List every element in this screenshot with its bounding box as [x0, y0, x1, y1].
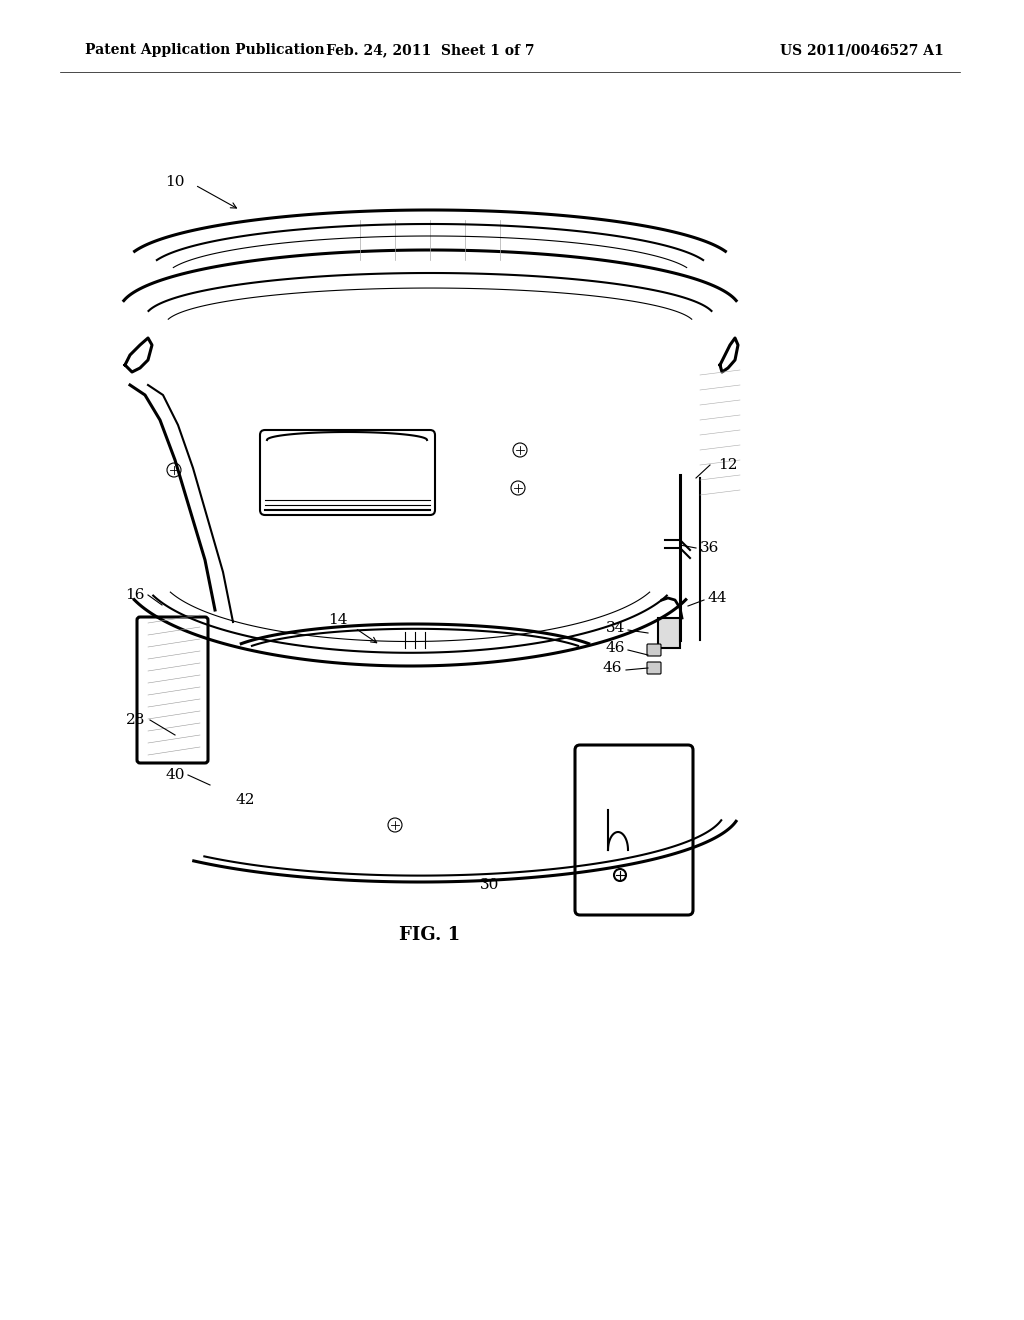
- Text: 46: 46: [605, 642, 625, 655]
- Text: 34: 34: [605, 620, 625, 635]
- Text: 46: 46: [602, 661, 622, 675]
- Text: 42: 42: [236, 793, 255, 807]
- Text: 14: 14: [329, 612, 348, 627]
- Text: FIG. 1: FIG. 1: [399, 927, 461, 944]
- FancyBboxPatch shape: [260, 430, 435, 515]
- FancyBboxPatch shape: [658, 618, 680, 648]
- Text: US 2011/0046527 A1: US 2011/0046527 A1: [780, 44, 944, 57]
- Text: 40: 40: [166, 768, 185, 781]
- Text: Feb. 24, 2011  Sheet 1 of 7: Feb. 24, 2011 Sheet 1 of 7: [326, 44, 535, 57]
- FancyBboxPatch shape: [137, 616, 208, 763]
- Text: 44: 44: [708, 591, 727, 605]
- Text: Patent Application Publication: Patent Application Publication: [85, 44, 325, 57]
- Text: 12: 12: [718, 458, 737, 473]
- Text: 36: 36: [700, 541, 720, 554]
- Text: 16: 16: [126, 587, 145, 602]
- Text: 28: 28: [126, 713, 145, 727]
- Text: 30: 30: [480, 878, 500, 892]
- Text: 10: 10: [166, 176, 185, 189]
- FancyBboxPatch shape: [575, 744, 693, 915]
- FancyBboxPatch shape: [647, 644, 662, 656]
- FancyBboxPatch shape: [647, 663, 662, 675]
